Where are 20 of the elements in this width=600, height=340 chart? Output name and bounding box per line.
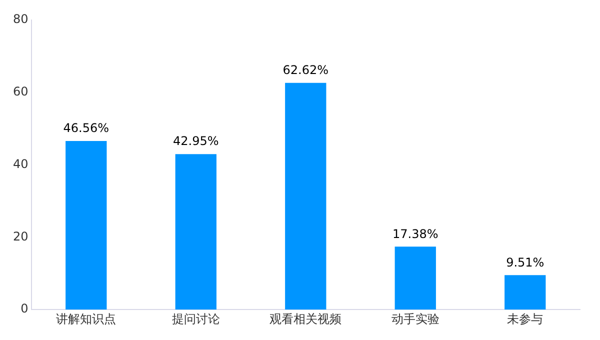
- x-tick-label: 观看相关视频: [270, 312, 342, 326]
- bar: [285, 82, 326, 310]
- y-tick-label: 0: [20, 302, 28, 316]
- y-tick-label: 80: [12, 12, 28, 26]
- bar: [504, 275, 546, 310]
- y-tick-label: 60: [12, 84, 28, 99]
- data-label: 9.51%: [506, 255, 544, 270]
- bar: [394, 246, 436, 310]
- x-tick-label: 动手实验: [391, 312, 440, 326]
- data-label: 62.62%: [282, 63, 329, 78]
- x-tick-label: 未参与: [507, 312, 544, 326]
- x-tick-label: 讲解知识点: [56, 312, 116, 326]
- data-label: 42.95%: [173, 134, 219, 148]
- y-tick-label: 40: [12, 156, 28, 171]
- bar: [66, 141, 107, 310]
- data-label: 46.56%: [63, 121, 110, 136]
- x-tick-label: 提问讨论: [172, 312, 220, 326]
- y-tick-label: 20: [12, 229, 28, 244]
- bar: [175, 154, 216, 310]
- data-label: 17.38%: [392, 226, 438, 241]
